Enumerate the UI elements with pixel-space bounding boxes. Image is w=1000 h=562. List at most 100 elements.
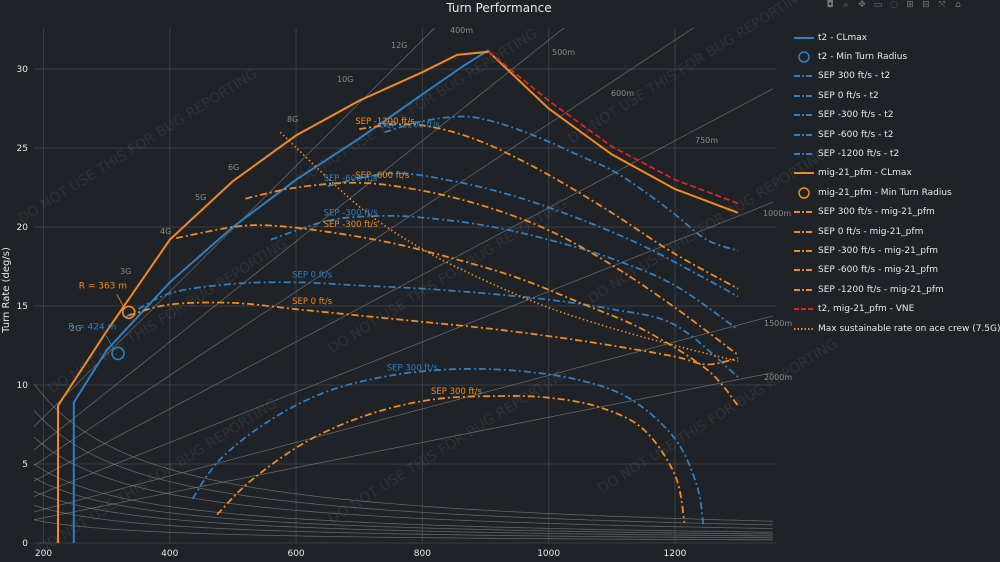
pan-icon[interactable]: ✥	[858, 0, 866, 10]
guide-lines	[34, 28, 773, 541]
series-label-sep-600-ft-s-t2: SEP -600 ft/s	[324, 174, 379, 184]
legend-item-sep-1200-ft-s-mig-21-pfm[interactable]: SEP -1200 ft/s - mig-21_pfm	[794, 280, 1000, 299]
series-line-sep-300-ft-s-t2	[270, 214, 739, 331]
legend-item-t2-clmax[interactable]: t2 - CLmax	[794, 28, 1000, 47]
series-line-sep-600-ft-s-mig-21-pfm	[245, 181, 739, 356]
legend-swatch	[794, 327, 814, 330]
series-label-sep-300-ft-s-t2: SEP -300 ft/s	[324, 209, 379, 219]
legend-label: SEP 0 ft/s - mig-21_pfm	[818, 226, 924, 237]
radius-line	[34, 372, 773, 521]
legend-label: Max sustainable rate on ace crew (7.5G)	[818, 323, 1000, 334]
series-line-mig-21-pfm-clmax	[57, 50, 739, 543]
g-load-line	[34, 504, 773, 539]
series-label-sep-0-ft-s-t2: SEP 0 ft/s	[292, 270, 333, 280]
g-load-line	[34, 491, 773, 537]
y-axis-label: Turn Rate (deg/s)	[1, 247, 12, 334]
legend-item-sep-300-ft-s-mig-21-pfm[interactable]: SEP -300 ft/s - mig-21_pfm	[794, 241, 1000, 260]
legend-item-sep-0-ft-s-t2[interactable]: SEP 0 ft/s - t2	[794, 86, 1000, 105]
legend-item-sep-300-ft-s-t2[interactable]: SEP -300 ft/s - t2	[794, 106, 1000, 125]
radius-line	[34, 201, 773, 497]
g-load-line	[34, 436, 773, 529]
x-tick-label: 1000	[537, 549, 560, 559]
min-turn-radius-marker-mig-21-pfm-min-turn-radius	[121, 305, 136, 320]
autoscale-icon[interactable]: ⤧	[938, 0, 946, 10]
series-line-t2-clmax	[72, 49, 490, 543]
legend-swatch	[794, 308, 814, 311]
g-load-label: 4G	[160, 227, 171, 236]
guide-labels: 2G 3G 4G 5G 6G 8G 10G 12G 400m 500m 600m 750m 1000m 1…	[70, 26, 792, 382]
g-load-line	[34, 477, 773, 535]
series-label-sep-1200-ft-s-t2: SEP -1200 ft/s	[380, 120, 440, 130]
y-tick-label: 10	[17, 381, 29, 391]
g-load-label: 10G	[337, 75, 353, 84]
annotation-arrow	[116, 294, 126, 309]
legend-label: SEP 0 ft/s - t2	[818, 90, 879, 101]
legend-item-mig-21-pfm-clmax[interactable]: mig-21_pfm - CLmax	[794, 164, 1000, 183]
g-load-label: 5G	[195, 193, 206, 202]
series-label-sep-300-ft-s-mig-21-pfm: SEP -300 ft/s	[324, 220, 379, 230]
legend-label: mig-21_pfm - CLmax	[818, 168, 912, 179]
legend-label: SEP -300 ft/s - t2	[818, 110, 894, 121]
legend-item-t2-min-turn-radius[interactable]: t2 - Min Turn Radius	[794, 47, 1000, 66]
g-load-line	[34, 519, 773, 541]
series-label-sep-300-ft-s-mig-21-pfm: SEP 300 ft/s	[431, 387, 483, 397]
series-line-max-sustainable-rate-on-ace-crew-7-5g	[279, 131, 739, 363]
legend-swatch	[794, 230, 814, 233]
g-load-label: 12G	[391, 41, 407, 50]
legend-item-sep-1200-ft-s-t2[interactable]: SEP -1200 ft/s - t2	[794, 144, 1000, 163]
x-tick-label: 400	[161, 549, 178, 559]
series-layer	[57, 49, 739, 543]
min-turn-radius-marker-t2-min-turn-radius	[111, 346, 125, 361]
legend-swatch	[794, 211, 814, 214]
legend-item-sep-300-ft-s-mig-21-pfm[interactable]: SEP 300 ft/s - mig-21_pfm	[794, 203, 1000, 222]
home-icon[interactable]: ⌂	[955, 0, 961, 10]
lasso-icon[interactable]: ◌	[890, 0, 898, 10]
y-tick-label: 0	[22, 539, 28, 549]
radius-label: 1500m	[764, 319, 792, 328]
g-load-line	[34, 383, 773, 522]
camera-icon[interactable]: ◘	[826, 0, 834, 10]
watermark-text: DO NOT USE THIS FOR BUG REPORTING	[595, 336, 840, 497]
legend-item-sep-600-ft-s-mig-21-pfm[interactable]: SEP -600 ft/s - mig-21_pfm	[794, 261, 1000, 280]
watermark-text: DO NOT USE THIS FOR BUG REPORTING	[565, 0, 810, 147]
series-line-sep-0-ft-s-mig-21-pfm	[128, 301, 739, 366]
series-line-sep-300-ft-s-mig-21-pfm	[216, 395, 686, 523]
zoom-icon[interactable]: ⌕	[843, 0, 849, 10]
legend-item-t2-mig-21-pfm-vne[interactable]: t2, mig-21_pfm - VNE	[794, 299, 1000, 318]
legend-item-max-sustainable-rate-on-ace-crew-7-5g[interactable]: Max sustainable rate on ace crew (7.5G)	[794, 319, 1000, 338]
legend-item-sep-300-ft-s-t2[interactable]: SEP 300 ft/s - t2	[794, 67, 1000, 86]
legend-item-sep-0-ft-s-mig-21-pfm[interactable]: SEP 0 ft/s - mig-21_pfm	[794, 222, 1000, 241]
legend-label: t2, mig-21_pfm - VNE	[818, 304, 915, 315]
x-tick-label: 1200	[664, 549, 687, 559]
zoom-in-icon[interactable]: ⊞	[906, 0, 914, 10]
legend-label: t2 - Min Turn Radius	[818, 52, 908, 63]
series-line-sep-1200-ft-s-t2	[384, 115, 739, 252]
legend-label: SEP -600 ft/s - mig-21_pfm	[818, 265, 939, 276]
legend-item-sep-600-ft-s-t2[interactable]: SEP -600 ft/s - t2	[794, 125, 1000, 144]
legend-label: SEP 300 ft/s - mig-21_pfm	[818, 207, 935, 218]
legend: t2 - CLmax t2 - Min Turn Radius SEP 300 ft…	[794, 28, 1000, 338]
series-label-sep-0-ft-s-mig-21-pfm: SEP 0 ft/s	[292, 297, 333, 307]
radius-line	[34, 28, 565, 451]
series-label-sep-300-ft-s-t2: SEP 300 ft/s	[387, 364, 439, 374]
radius-line	[34, 315, 773, 513]
radius-label: 2000m	[764, 373, 792, 382]
legend-swatch	[794, 94, 814, 97]
legend-swatch	[794, 114, 814, 117]
x-tick-label: 600	[287, 549, 304, 559]
legend-item-mig-21-pfm-min-turn-radius[interactable]: mig-21_pfm - Min Turn Radius	[794, 183, 1000, 202]
annotation-t2-min-turn-radius: R = 424 m	[68, 322, 116, 332]
series-label-sep-600-ft-s-mig-21-pfm: SEP -600 ft/s	[355, 171, 410, 181]
y-tick-label: 20	[17, 223, 29, 233]
g-load-line	[34, 463, 773, 533]
legend-label: SEP -1200 ft/s - mig-21_pfm	[818, 284, 944, 295]
series-line-sep-0-ft-s-t2	[125, 281, 739, 378]
box-select-icon[interactable]: ▭	[873, 0, 883, 10]
legend-label: mig-21_pfm - Min Turn Radius	[818, 187, 952, 198]
legend-swatch	[794, 172, 814, 175]
y-tick-label: 15	[17, 302, 28, 312]
watermark-text: DO NOT USE THIS FOR BUG REPORTING	[295, 26, 540, 187]
legend-swatch	[794, 153, 814, 156]
series-label-sep-1200-ft-s-mig-21-pfm: SEP -1200 ft/s	[355, 117, 415, 127]
zoom-out-icon[interactable]: ⊟	[922, 0, 930, 10]
